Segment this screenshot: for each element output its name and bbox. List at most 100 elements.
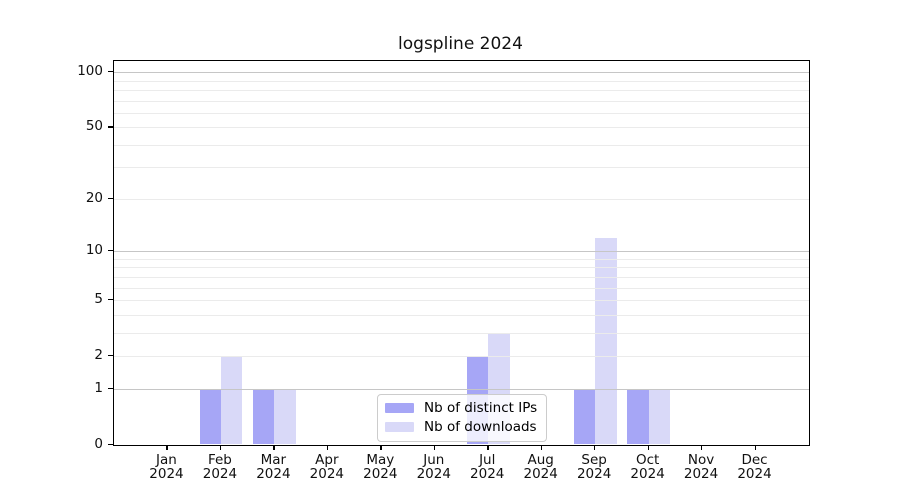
x-tick-mark: [219, 444, 222, 450]
x-tick-label: Jan 2024: [136, 452, 196, 482]
x-tick-month: May: [366, 452, 395, 468]
x-tick-mark: [487, 444, 489, 450]
gridline-major: [114, 251, 809, 253]
bar-downloads-Feb: [220, 355, 243, 445]
y-tick-label: 100: [77, 63, 103, 80]
x-tick-label: Apr 2024: [297, 452, 357, 482]
y-tick-label: 50: [85, 118, 103, 135]
x-tick-label: May 2024: [350, 452, 410, 482]
bar-distinct-ips-Mar: [253, 388, 275, 445]
gridline-minor: [114, 100, 809, 102]
gridline-minor: [114, 127, 809, 129]
legend: Nb of distinct IPs Nb of downloads: [377, 394, 548, 442]
legend-label-distinct-ips: Nb of distinct IPs: [424, 400, 538, 416]
gridline-minor: [114, 89, 809, 91]
x-tick-month: Dec: [741, 452, 768, 468]
y-tick-label: 5: [94, 290, 103, 307]
y-tick-mark: [107, 298, 113, 301]
x-tick-label: Jul 2024: [457, 452, 517, 482]
x-tick-month: Apr: [315, 452, 339, 468]
gridline-minor: [114, 167, 809, 169]
bar-downloads-Oct: [648, 388, 670, 445]
x-tick-mark: [166, 444, 168, 450]
chart-title: logspline 2024: [398, 34, 523, 54]
legend-label-downloads: Nb of downloads: [424, 418, 537, 435]
x-tick-label: Mar 2024: [243, 452, 303, 482]
y-tick-label: 1: [94, 379, 103, 396]
x-tick-label: Nov 2024: [671, 452, 731, 482]
x-tick-year: 2024: [309, 465, 345, 482]
y-tick-mark: [107, 197, 113, 200]
x-tick-year: 2024: [256, 465, 291, 482]
y-tick-label: 10: [85, 242, 103, 259]
legend-swatch-distinct-ips: [385, 403, 414, 414]
x-tick-mark: [380, 444, 382, 450]
x-tick-month: Oct: [635, 452, 660, 468]
x-tick-label: Sep 2024: [564, 452, 624, 482]
legend-item-downloads: Nb of downloads: [385, 418, 537, 435]
x-tick-mark: [433, 444, 436, 450]
bar-downloads-Mar: [274, 388, 296, 445]
x-tick-year: 2024: [470, 465, 505, 482]
gridline-minor: [114, 314, 809, 316]
legend-swatch-downloads: [385, 422, 414, 433]
y-tick-mark: [107, 71, 113, 73]
x-tick-mark: [701, 444, 703, 450]
x-tick-mark: [273, 444, 275, 450]
gridline-minor: [114, 355, 809, 357]
y-tick-mark: [107, 443, 113, 445]
x-tick-month: Mar: [260, 452, 287, 468]
x-tick-year: 2024: [576, 465, 612, 482]
y-tick-mark: [107, 126, 113, 128]
gridline-minor: [114, 267, 809, 269]
bar-distinct-ips-Sep: [573, 388, 596, 445]
plot-area: Nb of distinct IPs Nb of downloads: [113, 60, 810, 446]
y-tick-label: 0: [94, 435, 103, 452]
x-tick-year: 2024: [202, 465, 238, 482]
x-tick-month: Jun: [423, 452, 445, 468]
y-tick-label: 2: [94, 346, 103, 363]
x-tick-year: 2024: [737, 465, 772, 482]
gridline-major: [114, 388, 809, 390]
x-tick-mark: [594, 444, 596, 450]
x-tick-year: 2024: [683, 465, 719, 482]
x-tick-mark: [540, 444, 542, 450]
legend-item-distinct-ips: Nb of distinct IPs: [385, 401, 537, 416]
y-tick-mark: [107, 250, 113, 252]
x-tick-month: Nov: [687, 452, 715, 468]
bar-distinct-ips-Oct: [627, 388, 649, 445]
x-tick-month: Jul: [479, 452, 496, 468]
x-tick-month: Jan: [156, 452, 177, 468]
gridline-minor: [114, 287, 809, 289]
x-tick-label: Feb 2024: [190, 452, 250, 482]
x-tick-mark: [647, 444, 649, 450]
gridline-minor: [114, 198, 809, 200]
gridline-minor: [114, 299, 809, 301]
x-tick-year: 2024: [630, 465, 665, 482]
y-tick-mark: [107, 354, 113, 357]
x-tick-label: Oct 2024: [618, 452, 678, 482]
x-tick-label: Aug 2024: [511, 452, 571, 482]
gridline-minor: [114, 112, 809, 114]
x-tick-mark: [754, 444, 756, 450]
x-tick-mark: [326, 444, 329, 450]
y-tick-mark: [107, 387, 113, 389]
bar-downloads-Sep: [595, 237, 617, 445]
x-tick-year: 2024: [363, 465, 398, 482]
gridline-major: [114, 72, 809, 74]
x-tick-label: Dec 2024: [725, 452, 785, 482]
gridline-minor: [114, 276, 809, 278]
x-tick-year: 2024: [523, 465, 558, 482]
x-tick-month: Sep: [581, 452, 607, 468]
x-tick-label: Jun 2024: [404, 452, 464, 482]
bar-distinct-ips-Feb: [199, 388, 221, 445]
gridline-minor: [114, 144, 809, 146]
gridline-minor: [114, 332, 809, 334]
x-tick-month: Feb: [207, 452, 232, 468]
x-tick-month: Aug: [527, 452, 554, 468]
x-tick-year: 2024: [416, 465, 451, 482]
x-tick-year: 2024: [149, 465, 184, 482]
gridline-minor: [114, 258, 809, 260]
gridline-minor: [114, 80, 809, 82]
